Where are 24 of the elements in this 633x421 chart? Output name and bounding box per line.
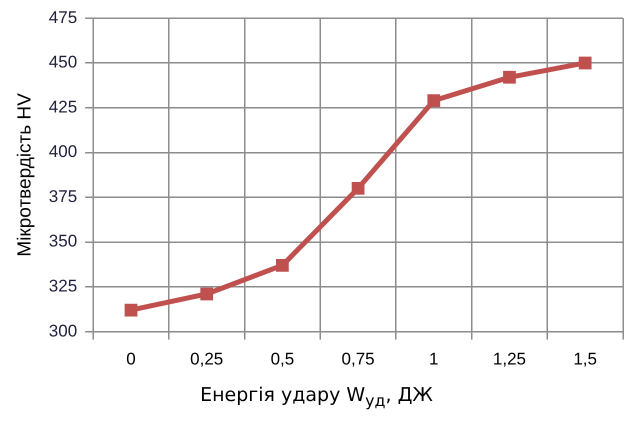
x-axis-title: Енергія удару W$_{уд}$, ДЖ (199, 384, 434, 410)
point (200, 288, 214, 300)
point (124, 304, 138, 316)
y-tick-label: 400 (48, 142, 78, 162)
point (276, 258, 289, 272)
y-axis-title: Мікротвердість HV (14, 92, 36, 257)
y-tick-label: 450 (48, 52, 78, 72)
y-tick-label: 375 (48, 186, 78, 206)
x-tick-label: 0,75 (342, 349, 375, 368)
y-tick-label: 325 (48, 276, 78, 296)
x-tick-label: 1,5 (573, 349, 597, 368)
y-tick-label: 475 (48, 8, 78, 27)
x-tick-label: 0,5 (270, 349, 294, 368)
y-tick-label: 300 (48, 321, 78, 340)
point (427, 94, 440, 107)
y-tick-label: 350 (48, 232, 78, 251)
point (578, 56, 592, 70)
x-tick-label: 0 (126, 349, 136, 368)
x-tick-label: 0,25 (190, 349, 224, 368)
point (352, 182, 364, 195)
y-tick-label: 425 (48, 97, 78, 116)
x-tick-label: 1 (429, 349, 439, 368)
point (503, 70, 516, 84)
x-tick-label: 1,25 (492, 349, 526, 368)
